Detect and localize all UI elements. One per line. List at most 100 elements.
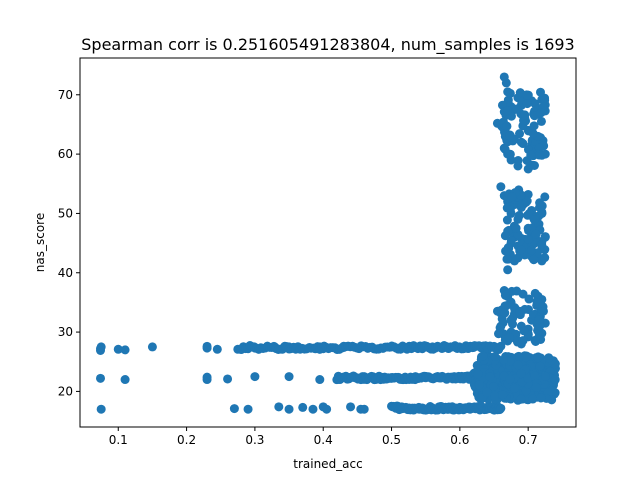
data-point xyxy=(494,329,504,339)
data-point xyxy=(520,110,530,120)
data-point xyxy=(529,255,539,265)
data-point xyxy=(519,326,529,336)
data-point xyxy=(505,131,515,141)
data-point xyxy=(482,387,492,397)
data-point xyxy=(537,239,547,249)
data-point xyxy=(113,344,123,354)
data-point xyxy=(528,128,538,138)
data-point xyxy=(540,371,550,381)
data-point xyxy=(96,373,105,383)
data-point xyxy=(507,192,517,202)
data-point xyxy=(516,369,526,379)
data-point xyxy=(514,210,524,220)
data-point xyxy=(521,352,531,362)
data-point xyxy=(544,353,554,363)
data-point xyxy=(496,182,506,192)
data-point xyxy=(523,234,533,244)
data-point xyxy=(529,121,539,131)
data-point xyxy=(500,290,510,300)
data-point xyxy=(550,375,560,385)
data-point xyxy=(515,129,525,139)
data-point xyxy=(536,108,546,118)
x-tick-label: 0.5 xyxy=(382,433,401,447)
data-point xyxy=(490,351,500,361)
y-tick-label: 20 xyxy=(58,384,73,398)
x-tick-label: 0.6 xyxy=(450,433,469,447)
data-point xyxy=(529,215,539,225)
data-point xyxy=(516,245,526,255)
data-point xyxy=(526,245,536,255)
data-point xyxy=(510,383,520,393)
data-point xyxy=(505,205,515,215)
data-point xyxy=(500,308,510,318)
y-axis: 20 30 40 50 60 70 xyxy=(58,88,80,398)
data-point xyxy=(250,372,260,382)
y-tick-label: 50 xyxy=(58,206,73,220)
data-point xyxy=(96,404,106,414)
chart-title: Spearman corr is 0.251605491283804, num_… xyxy=(81,35,574,55)
data-point xyxy=(485,372,495,382)
data-point xyxy=(536,87,545,97)
data-point xyxy=(502,121,512,131)
x-axis-label: trained_acc xyxy=(293,457,362,471)
data-point xyxy=(506,235,516,245)
data-point xyxy=(489,381,499,391)
data-point xyxy=(530,288,540,298)
data-point xyxy=(499,355,509,365)
data-point xyxy=(346,402,356,412)
data-point xyxy=(284,404,294,414)
data-point xyxy=(518,336,528,346)
data-point xyxy=(501,301,511,311)
x-tick-label: 0.7 xyxy=(519,433,538,447)
data-point xyxy=(274,402,284,412)
data-point xyxy=(96,342,106,352)
data-point xyxy=(322,404,332,414)
data-point xyxy=(534,150,544,160)
data-point xyxy=(512,286,522,296)
data-point xyxy=(540,192,550,202)
data-point xyxy=(540,253,550,263)
data-point xyxy=(537,201,547,211)
data-point xyxy=(533,353,543,363)
y-tick-label: 60 xyxy=(58,147,73,161)
plot-frame xyxy=(79,57,577,428)
data-point xyxy=(534,143,544,153)
data-point xyxy=(536,393,546,403)
data-point xyxy=(506,315,516,325)
data-point xyxy=(496,341,506,351)
x-tick-label: 0.1 xyxy=(109,433,128,447)
data-point xyxy=(523,373,533,383)
data-point xyxy=(538,306,548,316)
data-point xyxy=(505,356,515,366)
data-point xyxy=(513,360,523,370)
data-point xyxy=(505,374,515,384)
data-point xyxy=(120,375,130,385)
data-point xyxy=(500,144,510,154)
y-axis-label: nas_score xyxy=(33,213,47,272)
data-point xyxy=(298,402,308,412)
data-point xyxy=(498,390,508,400)
data-point xyxy=(503,265,513,275)
data-point xyxy=(515,307,525,317)
data-point xyxy=(202,375,212,385)
data-point xyxy=(504,333,514,343)
data-point xyxy=(501,78,511,88)
data-point xyxy=(473,369,483,379)
data-point xyxy=(522,99,532,109)
data-point xyxy=(202,341,212,351)
data-point xyxy=(521,386,531,396)
data-point xyxy=(524,294,534,304)
y-tick-label: 70 xyxy=(58,88,73,102)
data-point xyxy=(490,391,500,401)
data-point xyxy=(502,254,512,264)
data-point xyxy=(147,342,157,352)
data-point xyxy=(501,246,511,256)
data-point xyxy=(120,345,130,355)
data-point xyxy=(528,394,538,404)
data-point xyxy=(530,371,540,381)
data-point xyxy=(536,116,546,126)
data-point xyxy=(315,375,325,385)
data-point xyxy=(534,315,544,325)
data-point xyxy=(524,209,534,218)
